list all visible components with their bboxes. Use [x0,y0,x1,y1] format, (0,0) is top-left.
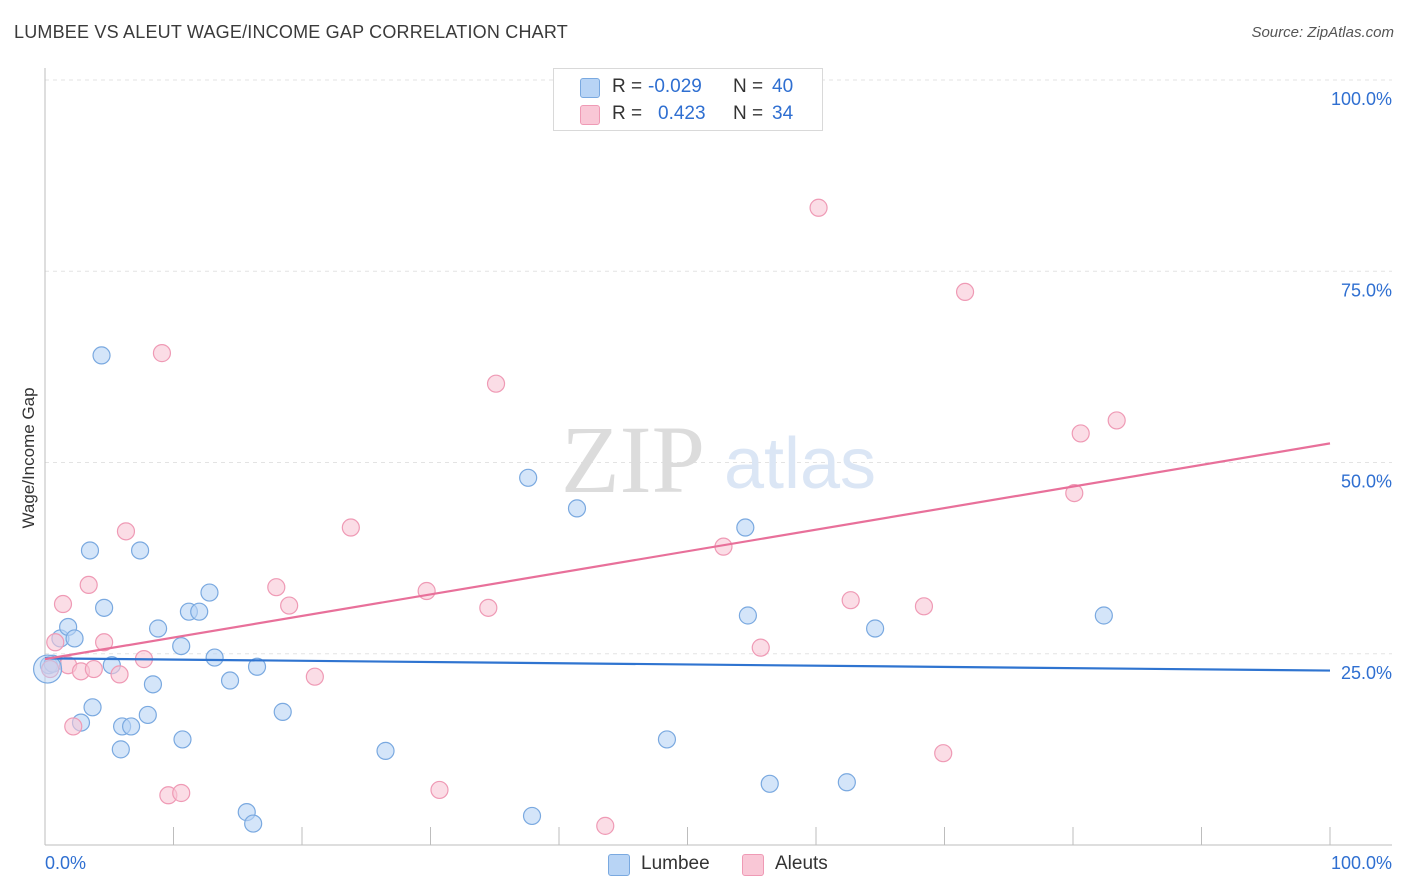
lumbee-point [190,602,209,621]
aleut-point [486,374,506,393]
lumbee-point [173,730,192,749]
aleut-point [95,633,114,652]
lumbee-point [121,717,141,736]
lumbee-point [837,773,856,792]
aleut-point [116,522,136,541]
lumbee-point [65,629,84,648]
y-axis-label: Wage/Income Gap [19,387,38,528]
aleut-trend-line [44,442,1331,661]
lumbee-point [376,741,395,761]
n-value: 34 [772,103,794,124]
lumbee-point [205,648,224,667]
aleut-point [479,598,498,617]
lumbee-point [80,541,100,560]
aleut-point [596,816,615,835]
lumbee-trend-line [44,657,1331,672]
lumbee-point [111,740,130,759]
lumbee-point [738,606,757,625]
y-tick-label: 75.0% [1341,280,1392,300]
series-legend: Lumbee Aleuts [0,851,1406,879]
aleut-point [152,344,172,363]
trend-layer [44,442,1331,672]
grid-layer [45,79,1392,655]
watermark-zip: ZIP [561,406,705,513]
lumbee-point [83,698,102,717]
legend-label: Lumbee [641,853,710,874]
lumbee-point [273,702,292,721]
n-value: 40 [772,76,794,97]
lumbee-point [200,583,219,602]
x-tick-label: 100.0% [1331,853,1392,873]
label-layer: 25.0% 50.0% 75.0% 100.0% 0.0% 100.0% Wage/Inco… [19,89,1392,873]
aleut-point [53,594,73,614]
lumbee-swatch [608,854,630,876]
lumbee-point [138,705,157,725]
y-tick-label: 100.0% [1331,89,1392,109]
aleut-point [280,596,299,615]
r-label: R = [612,76,643,97]
lumbee-point [866,619,885,638]
aleut-point [809,198,828,217]
correlation-legend: R = -0.029 N = 40 R = 0.423 N = 34 [553,68,823,131]
lumbee-point [130,541,150,560]
r-value: 0.423 [658,103,706,124]
r-label: R = [612,103,643,124]
aleut-point [305,667,324,686]
aleuts-swatch [580,105,600,125]
aleut-point [84,659,103,679]
lumbee-point [32,654,63,684]
legend-label: Aleuts [775,853,828,874]
aleut-point [341,518,360,537]
aleut-point [1065,484,1084,503]
n-label: N = [733,103,764,124]
lumbee-point [95,598,114,617]
aleut-point [914,597,934,616]
y-tick-label: 50.0% [1341,472,1392,492]
aleut-point [267,578,286,597]
lumbee-point [143,675,163,694]
aleut-point [110,665,129,684]
x-tick-label: 0.0% [45,853,86,873]
aleut-point [1107,411,1126,430]
lumbee-swatch [580,78,600,98]
aleut-point [934,744,953,763]
lumbee-point [519,468,538,487]
lumbee-point [522,806,542,826]
aleut-point [46,633,65,652]
lumbee-point [736,518,755,537]
aleut-point [751,638,770,657]
aleut-point [955,282,975,302]
aleut-point [79,575,98,595]
n-label: N = [733,76,764,97]
aleut-point [172,783,191,803]
lumbee-point [1094,606,1113,625]
lumbee-point [760,774,779,793]
y-tick-label: 25.0% [1341,663,1392,683]
lumbee-point [247,657,267,676]
source-label: Source: ZipAtlas.com [1251,24,1394,41]
chart-title: LUMBEE VS ALEUT WAGE/INCOME GAP CORRELAT… [14,22,568,42]
aleut-point [841,591,860,610]
watermark-atlas: atlas [724,424,876,504]
lumbee-point [657,730,677,749]
points-layer [32,198,1126,835]
aleuts-swatch [742,854,764,876]
lumbee-point [567,499,587,518]
aleut-point [64,717,83,736]
aleut-point [1071,424,1090,443]
lumbee-point [244,814,263,833]
lumbee-point [92,346,111,365]
lumbee-point [220,671,240,690]
lumbee-point [172,636,191,656]
axes-layer [44,68,1392,846]
r-value: -0.029 [648,76,702,97]
lumbee-point [148,619,168,638]
aleut-point [430,780,449,800]
watermark: ZIP atlas [561,406,876,513]
